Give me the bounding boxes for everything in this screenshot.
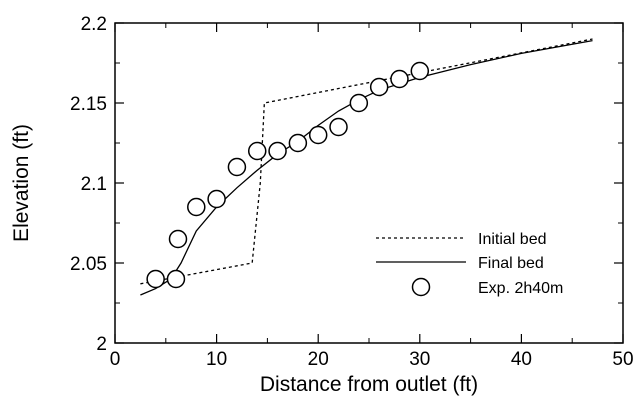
y-tick-label: 2.05 — [70, 254, 107, 275]
x-tick-label: 0 — [110, 349, 121, 370]
x-tick-label: 40 — [511, 349, 532, 370]
series-layer — [140, 38, 593, 296]
data-point-exp-2h40m — [146, 269, 165, 289]
y-tick-label: 2.1 — [81, 174, 107, 195]
data-point-exp-2h40m — [268, 141, 287, 161]
legend-label: Final bed — [478, 255, 544, 272]
x-tick-label: 20 — [308, 349, 329, 370]
x-axis-label: Distance from outlet (ft) — [260, 373, 478, 396]
data-point-exp-2h40m — [288, 133, 308, 153]
x-tick-label: 10 — [206, 349, 227, 370]
data-point-exp-2h40m — [349, 93, 369, 113]
x-tick-label: 30 — [409, 349, 430, 370]
data-point-exp-2h40m — [369, 77, 389, 97]
data-point-exp-2h40m — [227, 157, 247, 177]
axis-ticks: 0 10 20 30 40 50 2 2.05 2.1 2.15 2.2 — [70, 14, 634, 370]
data-point-exp-2h40m — [308, 125, 328, 145]
legend-label: Initial bed — [478, 231, 547, 248]
data-point-exp-2h40m — [247, 141, 267, 161]
data-point-exp-2h40m — [410, 61, 430, 81]
x-tick-label: 50 — [612, 349, 633, 370]
legend-marker-exp — [411, 277, 431, 297]
legend: Initial bed Final bed Exp. 2h40m — [376, 231, 563, 297]
data-point-exp-2h40m — [390, 69, 409, 89]
y-tick-label: 2.2 — [81, 14, 107, 35]
data-point-exp-2h40m — [168, 229, 188, 249]
y-axis-label: Elevation (ft) — [10, 124, 33, 242]
legend-label: Exp. 2h40m — [478, 280, 563, 297]
data-point-exp-2h40m — [166, 269, 186, 289]
y-tick-label: 2.15 — [70, 94, 107, 115]
y-tick-label: 2 — [96, 334, 107, 355]
data-point-exp-2h40m — [329, 117, 348, 137]
data-point-exp-2h40m — [207, 189, 226, 209]
data-point-exp-2h40m — [187, 197, 206, 217]
